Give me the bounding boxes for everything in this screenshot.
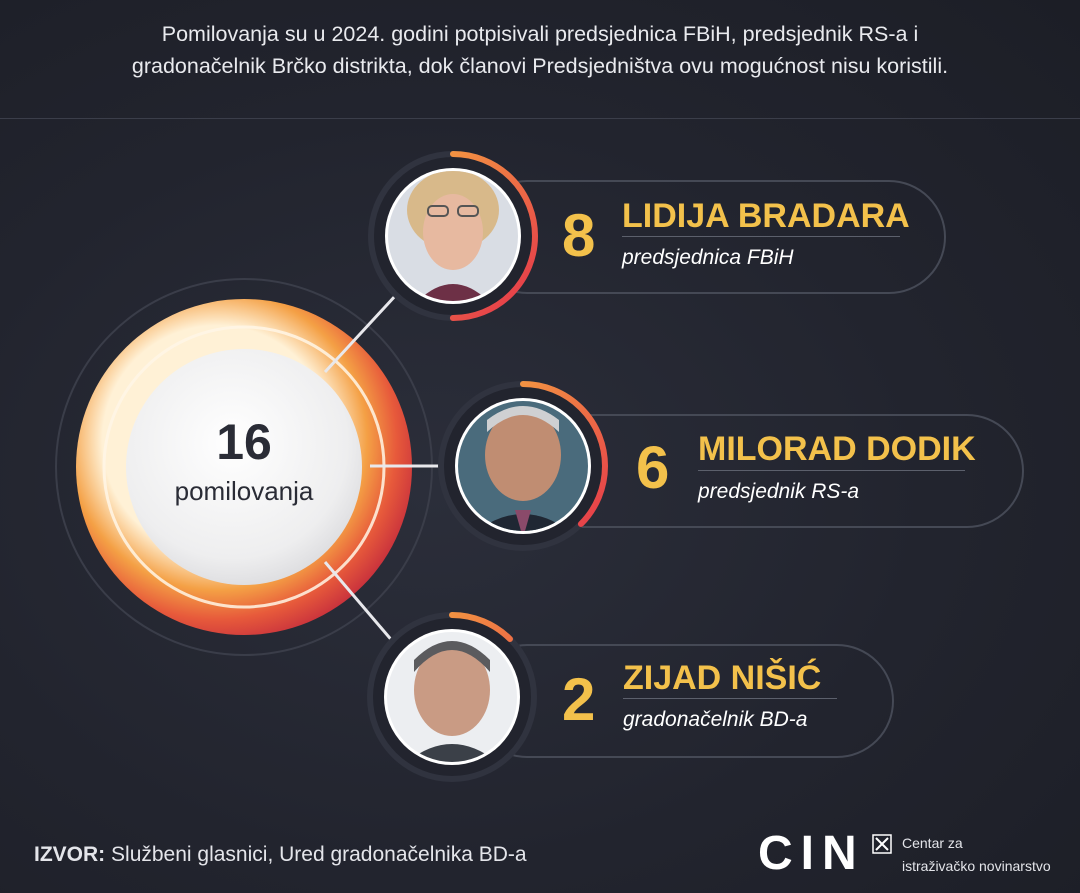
name-underline-nisic <box>623 698 837 699</box>
total-label: pomilovanja <box>174 476 314 506</box>
name-nisic: ZIJAD NIŠIĆ <box>623 659 822 697</box>
connector-nisic <box>323 561 402 651</box>
progress-arc-dodik <box>438 381 608 551</box>
name-underline-bradara <box>622 236 900 237</box>
portrait-dodik <box>458 401 588 531</box>
headline: Pomilovanja su u 2024. godini potpisival… <box>0 18 1080 83</box>
ring-nisic <box>367 612 537 782</box>
name-dodik: MILORAD DODIK <box>698 430 976 468</box>
name-bradara: LIDIJA BRADARA <box>622 197 910 235</box>
header-divider <box>0 118 1080 119</box>
cin-cross-icon <box>872 834 892 854</box>
ring-bradara <box>368 151 538 321</box>
role-dodik: predsjednik RS-a <box>698 480 860 503</box>
ring-dodik <box>438 381 608 551</box>
logo-line-1: Centar za <box>902 835 963 851</box>
progress-arc-nisic <box>367 612 537 782</box>
portrait-nisic <box>387 632 517 762</box>
cin-logo: CIN <box>758 827 865 880</box>
total-value: 16 <box>216 414 272 470</box>
logo-line-2: istraživačko novinarstvo <box>902 858 1051 874</box>
count-nisic: 2 <box>562 666 596 733</box>
name-underline-dodik <box>698 470 965 471</box>
role-nisic: gradonačelnik BD-a <box>623 708 808 731</box>
source-text: Službeni glasnici, Ured gradonačelnika B… <box>111 843 527 866</box>
headline-line-1: Pomilovanja su u 2024. godini potpisival… <box>161 22 919 46</box>
source-note: IZVOR: Službeni glasnici, Ured gradonače… <box>34 843 527 867</box>
portrait-bradara <box>388 171 518 301</box>
source-label: IZVOR: <box>34 843 106 866</box>
total-center <box>126 349 362 585</box>
role-bradara: predsjednica FBiH <box>622 246 794 269</box>
count-dodik: 6 <box>636 434 670 501</box>
headline-line-2: gradonačelnik Brčko distrikta, dok člano… <box>131 54 949 79</box>
count-bradara: 8 <box>562 202 596 269</box>
progress-arc-bradara <box>368 151 538 321</box>
